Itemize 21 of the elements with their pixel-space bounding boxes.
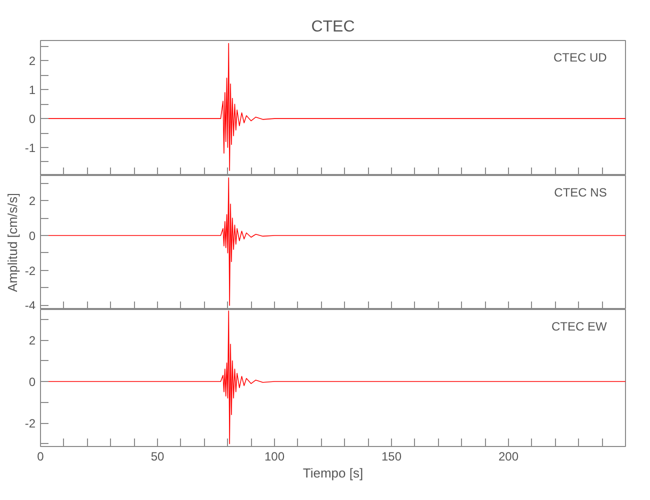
y-tick-label: 0 (28, 375, 36, 390)
x-tick-label: 100 (264, 450, 285, 464)
annotation: CTEC UD (554, 50, 608, 64)
y-tick-label: 1 (28, 83, 36, 98)
y-tick-label: 2 (28, 194, 36, 208)
y-tick-label: -2 (24, 416, 36, 431)
x-tick-label: 200 (498, 450, 519, 464)
chart-title: CTEC (311, 18, 355, 36)
x-tick-label: 0 (37, 450, 44, 464)
y-tick-label: -2 (24, 264, 36, 278)
y-tick-label: 2 (28, 334, 36, 348)
y-tick-label: -1 (24, 140, 36, 155)
y-tick-label: 0 (28, 112, 36, 126)
y-tick-label: 2 (28, 54, 36, 68)
y-tick-label: 0 (28, 229, 36, 244)
annotation: CTEC EW (552, 320, 608, 334)
x-tick-label: 150 (381, 450, 402, 464)
x-axis-title: Tiempo [s] (302, 466, 364, 480)
annotation: CTEC NS (554, 186, 607, 200)
x-tick-label: 50 (150, 450, 164, 464)
y-axis-title: Amplitud [cm/s/s] (4, 193, 20, 292)
